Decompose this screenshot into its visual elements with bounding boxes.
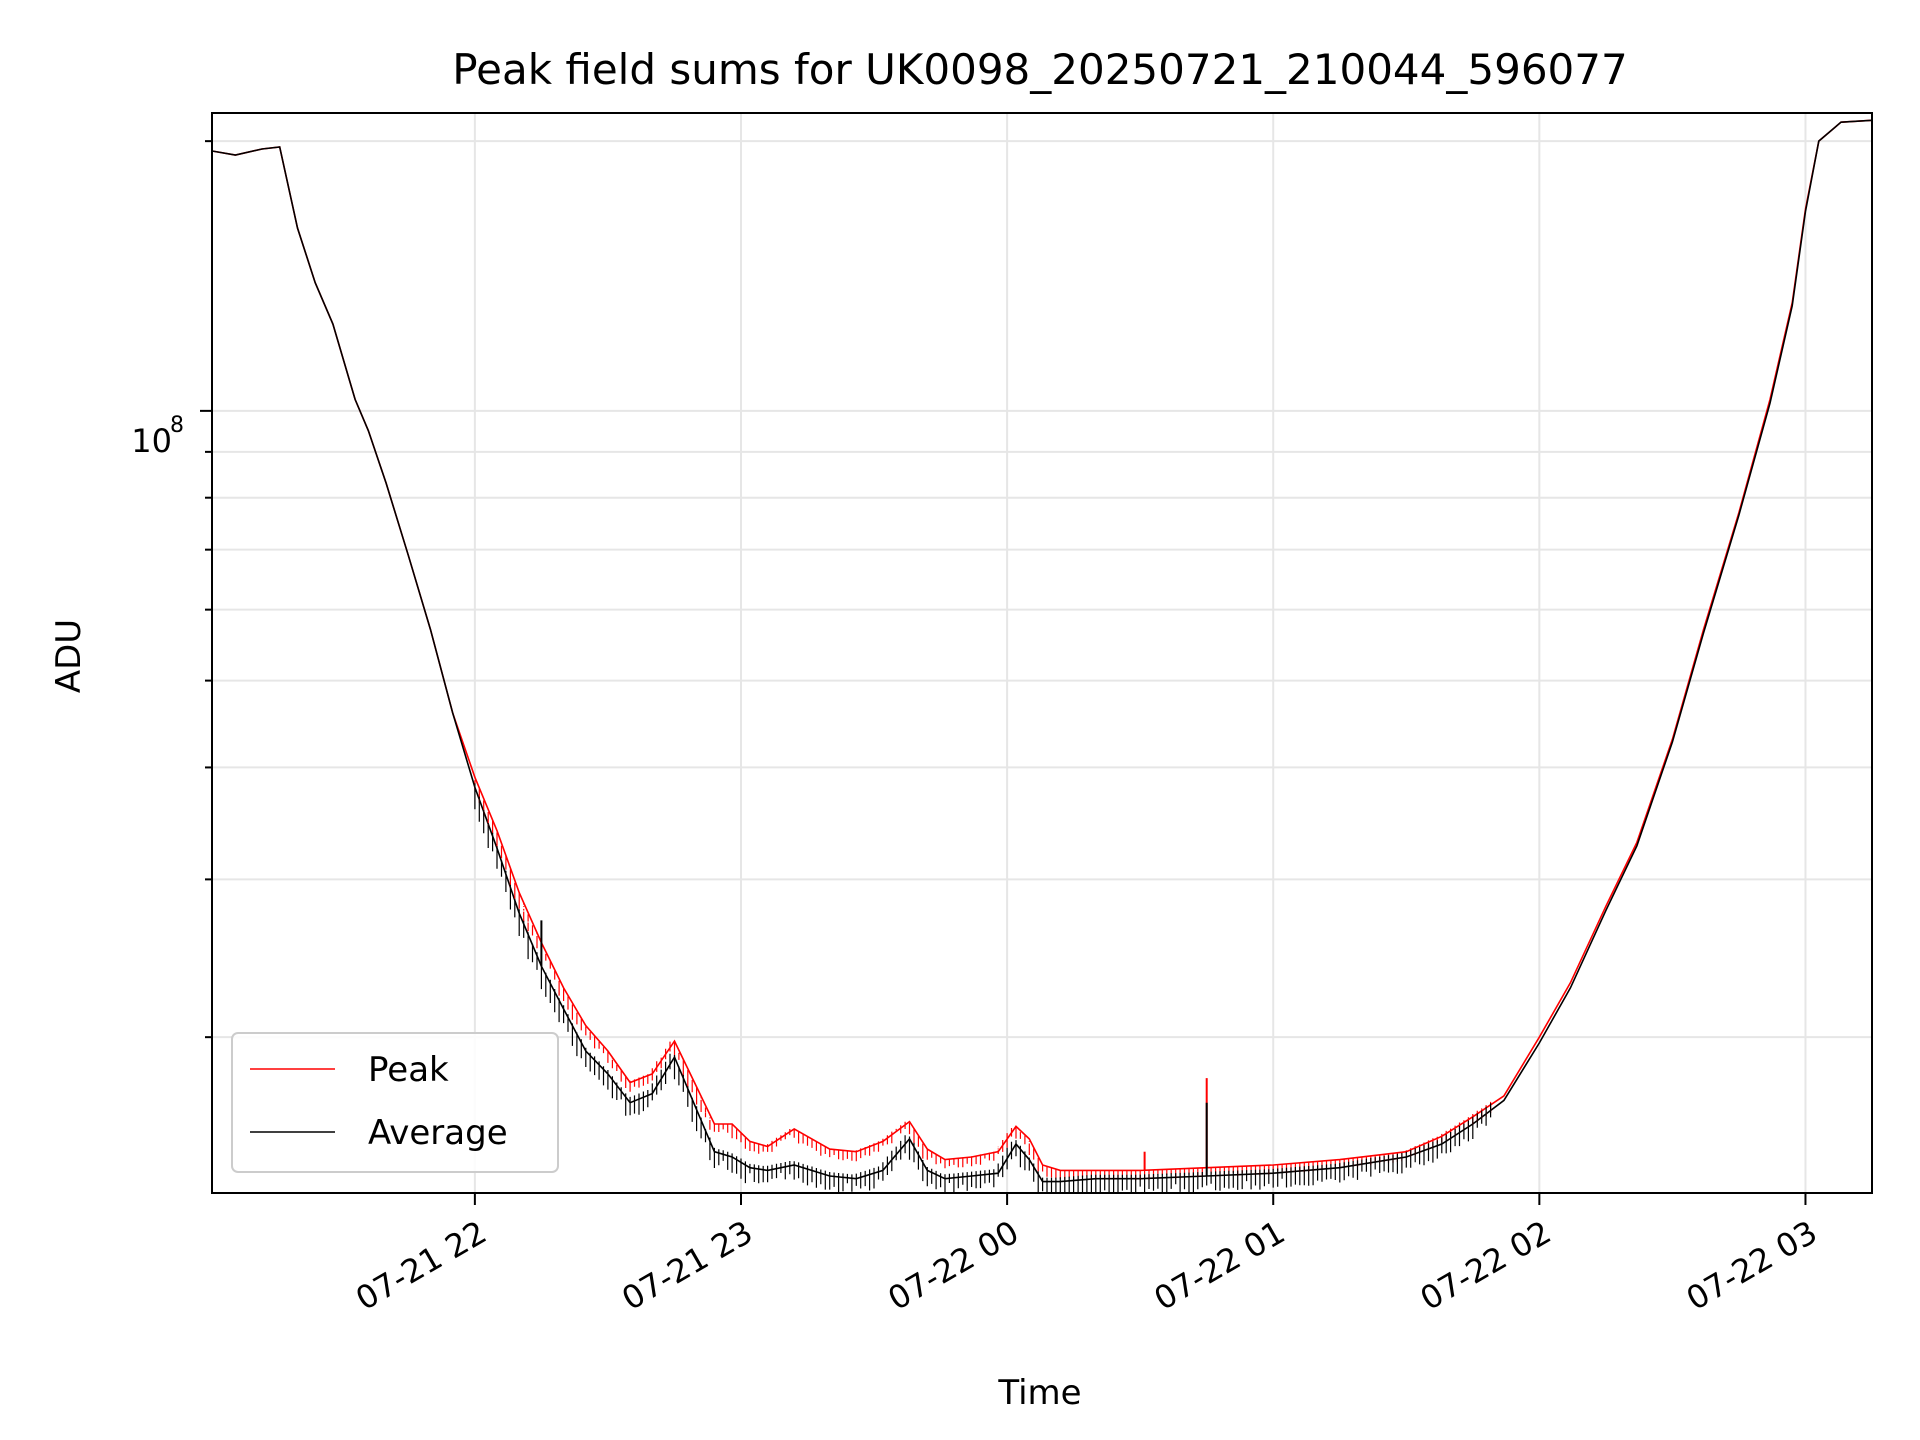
y-axis-label: ADU (49, 619, 89, 693)
legend-average-label: Average (368, 1113, 508, 1153)
average-noise (474, 783, 1492, 1193)
legend: Peak Average (231, 1032, 559, 1173)
series-noise (474, 780, 1492, 1193)
y-axis-ticks: 10 8 (131, 140, 212, 1039)
y-tick-label-base: 10 (131, 422, 172, 460)
x-axis-label: Time (997, 1373, 1081, 1413)
legend-box (231, 1032, 559, 1173)
chart-title: Peak field sums for UK0098_20250721_2100… (452, 45, 1627, 94)
plot-frame (211, 112, 1873, 1194)
series-spikes (540, 920, 1208, 1176)
grid-lines (212, 113, 1872, 1193)
y-tick-label-exponent: 8 (170, 413, 184, 438)
plot-area (212, 119, 1872, 1193)
legend-peak-label: Peak (368, 1050, 449, 1090)
